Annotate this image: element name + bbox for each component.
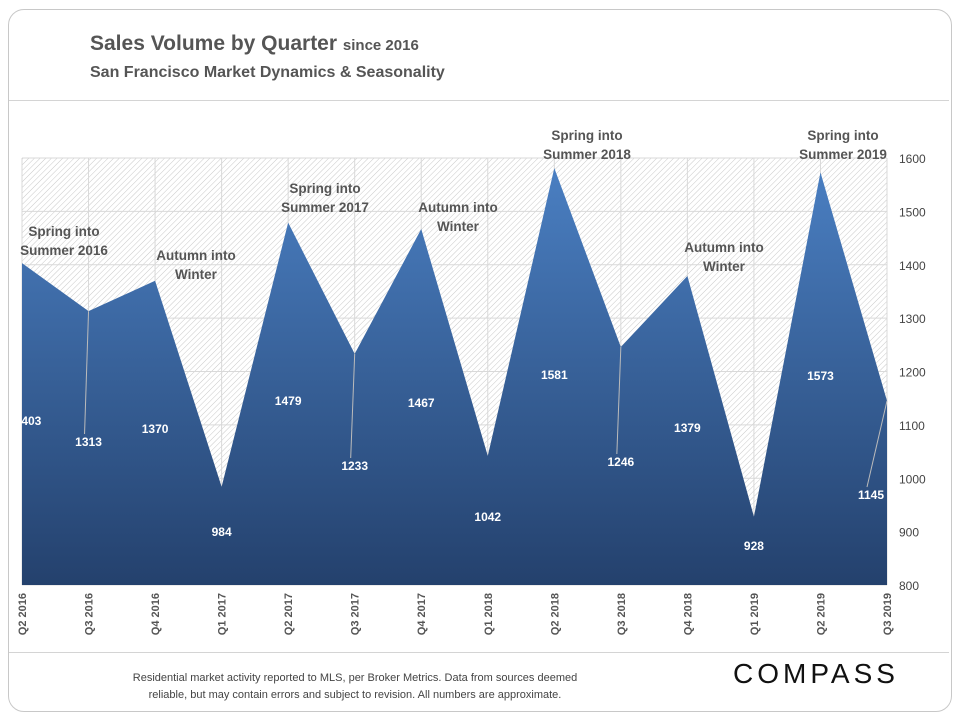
x-tick-label: Q1 2018 [483, 593, 495, 635]
footnote-line-1: Residential market activity reported to … [132, 672, 578, 684]
data-label: 1467 [408, 396, 435, 410]
y-tick-label: 1600 [899, 152, 926, 166]
annotation-label: Summer 2018 [543, 147, 631, 162]
x-tick-label: Q3 2018 [616, 593, 628, 635]
y-tick-label: 800 [899, 579, 919, 593]
x-tick-label: Q3 2016 [84, 593, 96, 635]
y-tick-label: 1500 [899, 205, 926, 219]
data-label: 1581 [541, 368, 568, 382]
chart-title: Sales Volume by Quarter since 2016 [90, 32, 419, 55]
annotation-label: Autumn into [418, 200, 497, 215]
leader-line [616, 346, 622, 455]
annotation-label: Winter [703, 259, 746, 274]
annotation-label: Summer 2016 [20, 243, 108, 258]
footer-divider [9, 652, 949, 653]
y-tick-label: 1400 [899, 259, 926, 273]
y-tick-label: 900 [899, 526, 919, 540]
annotation-label: Spring into [28, 224, 99, 239]
x-tick-label: Q2 2019 [815, 593, 827, 635]
leader-line [350, 353, 356, 459]
data-label: 1403 [15, 414, 42, 428]
slide-frame [8, 9, 952, 712]
y-tick-label: 1200 [899, 366, 926, 380]
annotation-label: Autumn into [156, 248, 235, 263]
y-tick-label: 1000 [899, 472, 926, 486]
annotation-label: Spring into [807, 128, 878, 143]
x-tick-label: Q2 2018 [549, 593, 561, 635]
annotation-label: Spring into [551, 128, 622, 143]
compass-logo: COMPASS [733, 658, 899, 689]
data-label: 1479 [275, 394, 302, 408]
footnote-line-2: reliable, but may contain errors and sub… [148, 689, 562, 701]
data-label: 1145 [858, 488, 884, 502]
data-label: 928 [744, 539, 764, 553]
y-tick-label: 1100 [899, 419, 925, 433]
header-divider [9, 100, 949, 101]
x-tick-label: Q3 2019 [882, 593, 894, 635]
data-label: 1246 [607, 455, 634, 469]
data-label: 984 [212, 525, 232, 539]
annotation-label: Winter [175, 267, 218, 282]
x-tick-label: Q4 2018 [682, 593, 694, 635]
x-tick-label: Q3 2017 [350, 593, 362, 635]
footnote: Residential market activity reported to … [90, 670, 620, 704]
area-series [22, 168, 887, 586]
chart-subtitle: San Francisco Market Dynamics & Seasonal… [90, 64, 445, 81]
leader-line [84, 311, 90, 435]
x-tick-label: Q4 2017 [416, 593, 428, 635]
leader-line [866, 400, 888, 488]
data-label: 1313 [75, 435, 102, 449]
data-label: 1573 [807, 369, 834, 383]
x-tick-label: Q4 2016 [150, 593, 162, 635]
annotation-label: Summer 2017 [281, 200, 369, 215]
y-tick-label: 1300 [899, 312, 926, 326]
x-tick-label: Q1 2019 [749, 593, 761, 635]
annotation-label: Autumn into [684, 240, 763, 255]
annotation-label: Spring into [289, 181, 360, 196]
x-tick-label: Q2 2017 [283, 593, 295, 635]
data-label: 1233 [341, 459, 368, 473]
title-suffix: since 2016 [342, 37, 419, 54]
x-tick-label: Q2 2016 [17, 593, 29, 635]
annotation-label: Summer 2019 [799, 147, 887, 162]
annotation-label: Winter [437, 219, 480, 234]
data-label: 1042 [474, 510, 501, 524]
data-label: 1379 [674, 421, 701, 435]
x-tick-label: Q1 2017 [217, 593, 229, 635]
data-label: 1370 [142, 422, 169, 436]
